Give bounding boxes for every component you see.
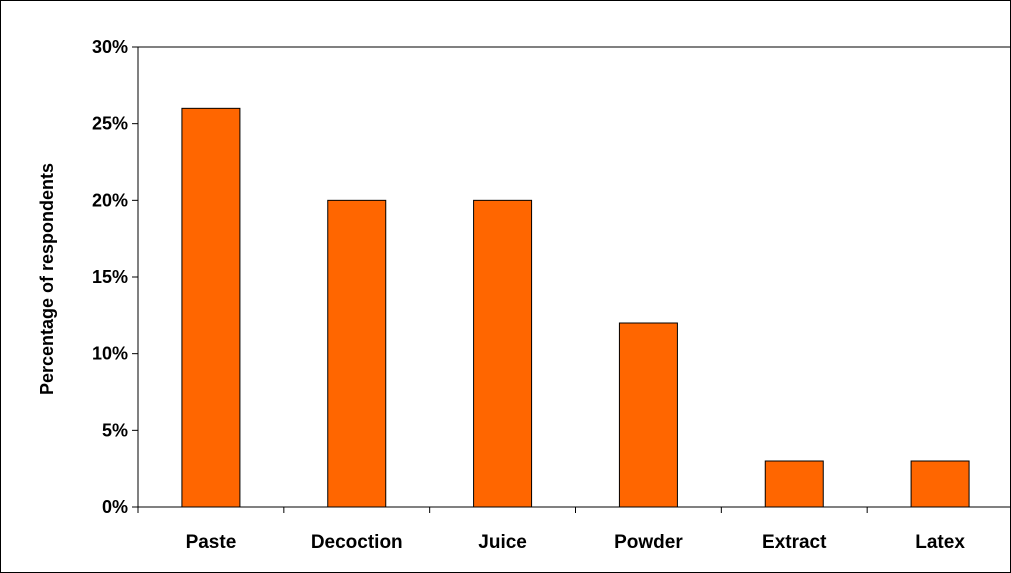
bar-latex — [910, 460, 970, 508]
x-category-label: Extract — [762, 532, 827, 553]
x-category-label: Latex — [915, 532, 965, 553]
y-axis-title: Percentage of respondents — [37, 163, 57, 395]
bar-extract — [764, 460, 824, 508]
y-tick-label: 0% — [102, 497, 128, 517]
x-category-label: Powder — [614, 532, 683, 553]
x-category-label: Paste — [186, 532, 237, 553]
bar-decoction — [327, 199, 387, 508]
y-tick-label: 10% — [92, 344, 128, 364]
y-tick-label: 30% — [92, 37, 128, 57]
y-tick-label: 20% — [92, 190, 128, 210]
bar-paste — [181, 107, 241, 508]
bar-juice — [473, 199, 533, 508]
x-category-label: Juice — [478, 532, 527, 553]
y-tick-label: 5% — [102, 420, 128, 440]
x-category-label: Decoction — [311, 532, 403, 553]
y-tick-label: 25% — [92, 114, 128, 134]
bar-powder — [618, 322, 678, 508]
y-tick-label: 15% — [92, 267, 128, 287]
plot-area: 0% 5% 10% 15% 20% 25% 30% Paste Decoction Juice Po… — [92, 37, 1010, 553]
